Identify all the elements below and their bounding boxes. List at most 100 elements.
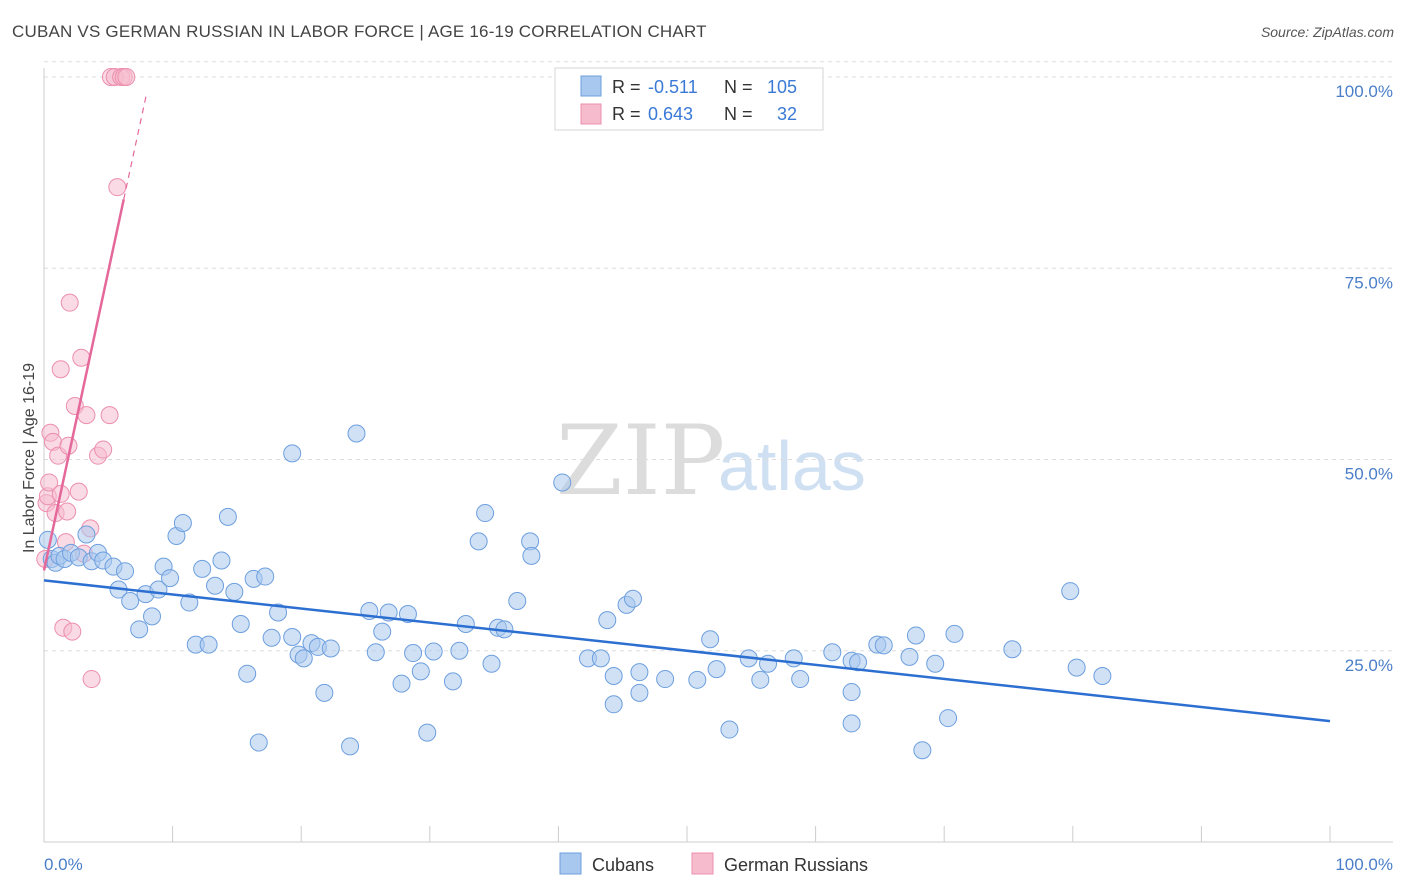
cubans-point: [707, 660, 726, 679]
cubans-point: [604, 695, 623, 714]
cubans-point: [238, 664, 257, 683]
cubans-point: [77, 525, 96, 544]
german-russians-point: [108, 178, 127, 197]
cubans-point: [38, 530, 57, 549]
legend-n-label-2: N =: [724, 104, 753, 124]
x-tick-label-max: 100.0%: [1335, 855, 1393, 874]
cubans-point: [256, 567, 275, 586]
german-russians-point: [100, 406, 119, 425]
cubans-point: [262, 628, 281, 647]
cubans-point: [443, 672, 462, 691]
cubans-point: [418, 723, 437, 742]
cubans-point: [522, 546, 541, 565]
legend-r-value-1: -0.511: [648, 77, 698, 97]
cubans-point: [231, 614, 250, 633]
legend-swatch-german-russians: [580, 103, 602, 125]
legend-n-value-2: 32: [777, 104, 797, 124]
cubans-point: [630, 663, 649, 682]
cubans-point: [225, 582, 244, 601]
cubans-point: [161, 569, 180, 588]
cubans-point: [341, 737, 360, 756]
y-tick-label-50: 50.0%: [1345, 465, 1393, 484]
cubans-point: [193, 559, 212, 578]
cubans-point: [842, 714, 861, 733]
german-russians-point: [63, 622, 82, 641]
cubans-point: [392, 674, 411, 693]
watermark-zip: ZIP: [556, 405, 725, 517]
bottom-legend-swatch-german-russians: [691, 852, 714, 875]
legend: R = -0.511 N = 105 R = 0.643 N = 32: [554, 67, 824, 131]
cubans-point: [900, 647, 919, 666]
cubans-point: [482, 654, 501, 673]
cubans-point: [476, 504, 495, 523]
cubans-point: [450, 641, 469, 660]
cubans-point: [926, 654, 945, 673]
german-russians-point: [77, 406, 96, 425]
cubans-point: [591, 649, 610, 668]
cubans-point: [842, 683, 861, 702]
german-russians-point: [69, 482, 88, 501]
cubans-point: [791, 670, 810, 689]
cubans-point: [939, 709, 958, 728]
watermark-atlas: atlas: [718, 427, 866, 505]
cubans-point: [688, 670, 707, 689]
y-axis-label: In Labor Force | Age 16-19: [21, 363, 38, 553]
cubans-point: [508, 592, 527, 611]
legend-r-label-1: R =: [612, 77, 641, 97]
cubans-point: [373, 622, 392, 641]
bottom-legend-cubans: Cubans: [592, 855, 654, 875]
cubans-point: [218, 507, 237, 526]
cubans-point: [823, 643, 842, 662]
cubans-point: [874, 636, 893, 655]
axes: [43, 68, 1393, 843]
cubans-point: [121, 592, 140, 611]
cubans-point: [347, 424, 366, 443]
cubans-point: [143, 607, 162, 626]
cubans-point: [212, 551, 231, 570]
german-russians-trend-line: [42, 199, 125, 571]
cubans-point: [294, 649, 313, 668]
cubans-point: [180, 593, 199, 612]
cubans-point: [411, 662, 430, 681]
legend-swatch-cubans: [580, 75, 602, 97]
cubans-point: [1067, 658, 1086, 677]
cubans-point: [1061, 582, 1080, 601]
cubans-point: [906, 626, 925, 645]
german-russians-trend-extension: [123, 92, 148, 200]
cubans-point: [456, 614, 475, 633]
legend-r-value-2: 0.643: [648, 104, 693, 124]
german-russians-point: [94, 440, 113, 459]
cubans-point: [604, 666, 623, 685]
y-tick-label-100: 100.0%: [1335, 82, 1393, 101]
cubans-point: [701, 630, 720, 649]
german-russians-point: [60, 293, 79, 312]
cubans-point: [553, 473, 572, 492]
german-russians-point: [51, 360, 70, 379]
cubans-point: [424, 642, 443, 661]
cubans-point: [130, 620, 149, 639]
cubans-point: [1003, 640, 1022, 659]
cubans-point: [283, 627, 302, 646]
bottom-legend-swatch-cubans: [559, 852, 582, 875]
cubans-point: [116, 562, 135, 581]
german-russians-point: [40, 473, 59, 492]
cubans-point: [630, 683, 649, 702]
cubans-point: [656, 670, 675, 689]
german-russians-point: [82, 670, 101, 689]
cubans-point: [249, 733, 268, 752]
cubans-point: [751, 670, 770, 689]
cubans-point: [321, 639, 340, 658]
cubans-point: [469, 532, 488, 551]
cubans-point: [398, 605, 417, 624]
cubans-point: [913, 741, 932, 760]
cubans-point: [206, 576, 225, 595]
cubans-point: [784, 649, 803, 668]
chart-title: CUBAN VS GERMAN RUSSIAN IN LABOR FORCE |…: [12, 22, 707, 41]
cubans-point: [283, 444, 302, 463]
cubans-point: [623, 589, 642, 608]
legend-n-label-1: N =: [724, 77, 753, 97]
x-tick-label-min: 0.0%: [44, 855, 83, 874]
cubans-point: [1093, 666, 1112, 685]
trend-lines: [42, 92, 1331, 723]
